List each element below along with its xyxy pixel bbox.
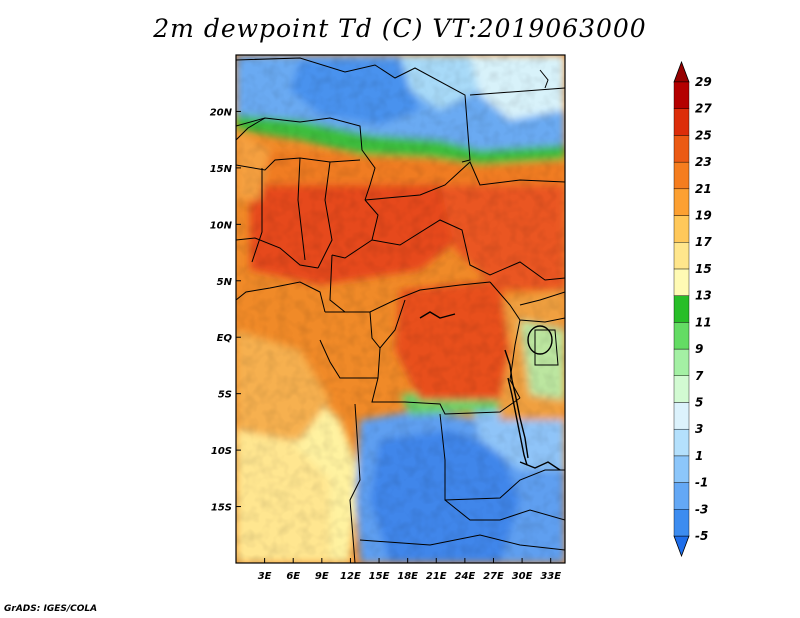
colorbar-label: 25 — [695, 128, 712, 142]
colorbar-label: 1 — [695, 449, 703, 463]
colorbar-bin — [673, 188, 690, 216]
colorbar-label: -5 — [695, 529, 708, 543]
colorbar-bin — [673, 482, 690, 510]
lon-tick-label: 21E — [426, 571, 447, 582]
country-borders — [236, 57, 565, 563]
colorbar-bin — [673, 428, 690, 457]
colorbar-label: 21 — [695, 182, 712, 196]
lat-tick-label: 10S — [211, 446, 232, 457]
lon-tick-label: 18E — [397, 571, 418, 582]
colorbar-bin — [673, 295, 690, 323]
colorbar-label: 27 — [695, 102, 712, 116]
colorbar-label: 3 — [695, 422, 703, 436]
colorbar-label: 15 — [695, 262, 712, 276]
colorbar-label: 7 — [695, 369, 704, 383]
map-frame — [235, 54, 566, 564]
map-title: 2m dewpoint Td (C) VT:2019063000 — [153, 14, 647, 43]
lon-tick-label: 12E — [340, 571, 361, 582]
lat-tick-label: 10N — [210, 220, 233, 231]
colorbar-bin — [673, 402, 690, 430]
colorbar-bin — [673, 509, 690, 537]
colorbar-label: 13 — [695, 289, 712, 303]
lon-tick-label: 15E — [369, 571, 390, 582]
colorbar-label: 23 — [695, 155, 712, 169]
footer-credit: GrADS: IGES/COLA — [4, 604, 98, 614]
colorbar-label: 9 — [695, 342, 703, 356]
lon-tick-label: 24E — [454, 571, 475, 582]
lat-tick-label: 15N — [210, 164, 233, 175]
colorbar-label: 5 — [695, 395, 703, 409]
colorbar-bin — [673, 375, 690, 403]
map-axes: 20N 15N 10N 5N EQ 5S 10S 15S 3E 6E 9E 12E 15E 18E 21E 2… — [210, 107, 562, 582]
lat-tick-label: EQ — [217, 333, 233, 344]
lakes — [419, 311, 561, 471]
colorbar-label: -3 — [695, 502, 708, 516]
colorbar-bin — [673, 455, 690, 483]
lat-tick-label: 5N — [217, 277, 233, 288]
colorbar-bottom-triangle — [673, 535, 690, 558]
dewpoint-field — [236, 55, 565, 563]
lon-tick-label: 6E — [286, 571, 300, 582]
lon-tick-label: 30E — [512, 571, 533, 582]
lat-tick-label: 15S — [211, 503, 232, 514]
lon-tick-label: 27E — [483, 571, 504, 582]
lat-tick-label: 5S — [218, 390, 232, 401]
lon-tick-label: 9E — [315, 571, 329, 582]
colorbar-bin — [673, 161, 690, 190]
lon-tick-label: 33E — [540, 571, 561, 582]
colorbar-bin — [673, 81, 690, 109]
colorbar-label: 19 — [695, 209, 712, 223]
lon-tick-label: 3E — [258, 571, 272, 582]
colorbar-label: 29 — [695, 75, 712, 89]
colorbar-top-triangle — [673, 60, 690, 83]
colorbar-bin — [673, 348, 690, 376]
colorbar-bin — [673, 242, 690, 270]
colorbar-bin — [673, 135, 690, 163]
colorbar-label: -1 — [695, 476, 708, 490]
lat-tick-label: 20N — [210, 107, 233, 118]
colorbar-bin — [673, 215, 690, 243]
colorbar-bin — [673, 268, 690, 296]
colorbar-label: 17 — [695, 235, 712, 249]
colorbar-bin — [673, 322, 690, 350]
colorbar-label: 11 — [695, 315, 712, 329]
colorbar-bin — [673, 108, 690, 136]
